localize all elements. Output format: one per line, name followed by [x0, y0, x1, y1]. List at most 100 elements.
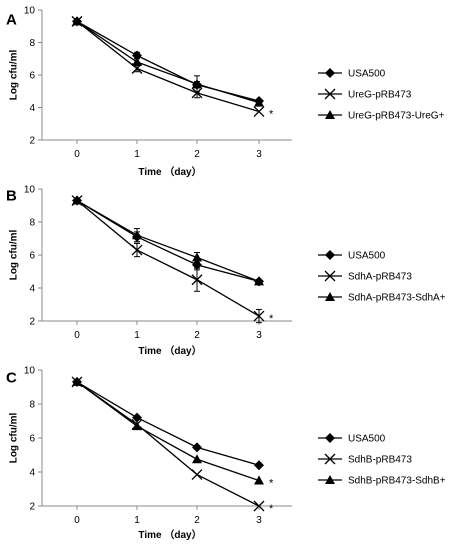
legend-marker-diamond: [325, 68, 335, 78]
y-tick-label: 8: [29, 400, 35, 411]
legend-marker-diamond: [325, 433, 335, 443]
legend-entry: SdhA-pRB473-SdhA+: [348, 293, 446, 304]
y-tick-label: 10: [24, 185, 36, 196]
x-tick-label: 1: [134, 149, 140, 160]
data-point-x: [253, 310, 265, 322]
panel-label: A: [6, 11, 17, 28]
series-line: [76, 381, 260, 507]
data-point-triangle: [192, 78, 202, 88]
series-line: [76, 200, 260, 317]
x-tick-label: 0: [74, 330, 80, 341]
data-point-triangle: [254, 276, 264, 286]
data-point-triangle: [192, 252, 202, 262]
legend-entry: USA500: [348, 434, 386, 445]
series-line: [76, 381, 260, 482]
x-axis-label: Time （day）: [138, 528, 201, 541]
series-triangle: [72, 376, 264, 485]
y-tick-label: 8: [29, 218, 35, 229]
y-tick-label: 2: [29, 136, 35, 147]
y-tick-label: 8: [29, 38, 35, 49]
y-axis-label: Log cfu/ml: [8, 230, 19, 281]
series-x: [71, 376, 265, 512]
x-tick-label: 1: [134, 515, 140, 526]
significance-asterisk: *: [269, 313, 274, 325]
panel-label: B: [6, 187, 17, 204]
series-line: [76, 20, 260, 102]
legend-entry: USA500: [348, 251, 386, 262]
data-point-diamond: [192, 442, 202, 453]
x-tick-label: 2: [194, 515, 200, 526]
x-tick-label: 0: [74, 149, 80, 160]
data-point-x: [131, 244, 143, 256]
data-point-triangle: [132, 230, 142, 240]
series-triangle: [72, 195, 264, 286]
x-tick-label: 3: [256, 149, 262, 160]
legend-marker-triangle: [325, 292, 335, 301]
series-x: [71, 15, 265, 118]
legend-marker-x: [324, 453, 336, 465]
series-line: [76, 199, 260, 283]
data-point-x: [253, 500, 265, 512]
data-point-x: [191, 274, 203, 286]
x-tick-label: 2: [194, 330, 200, 341]
chart-panel-a: A Log cfu/ml 2 4 6 8 10 0 1 2 3 Time （day） USA500 Ure…: [6, 6, 445, 179]
y-axis-label: Log cfu/ml: [8, 50, 19, 101]
data-point-x: [191, 469, 203, 481]
data-point-triangle: [254, 97, 264, 107]
x-tick-label: 0: [74, 515, 80, 526]
legend-marker-triangle: [325, 110, 335, 119]
data-point-triangle: [72, 16, 82, 26]
series-line: [76, 20, 260, 104]
data-point-diamond: [132, 50, 142, 61]
series-triangle: [72, 16, 264, 107]
series-line: [76, 20, 260, 113]
y-tick-label: 6: [29, 251, 35, 262]
y-tick-label: 4: [29, 284, 35, 295]
y-tick-label: 10: [24, 366, 36, 377]
y-tick-label: 6: [29, 71, 35, 82]
y-tick-label: 10: [24, 6, 36, 17]
chart-panel-b: B Log cfu/ml 2 4 6 8 10 0 1 2 3 Time （day） USA500 Sdh…: [6, 185, 446, 358]
x-axis-label: Time （day）: [138, 165, 201, 178]
y-tick-label: 6: [29, 434, 35, 445]
data-point-x: [191, 87, 203, 99]
series-line: [76, 199, 260, 283]
data-point-triangle: [254, 475, 264, 485]
x-axis-label: Time （day）: [138, 344, 201, 357]
y-tick-label: 2: [29, 502, 35, 513]
legend-entry: UreG-pRB473-UreG+: [348, 111, 445, 122]
data-point-triangle: [132, 57, 142, 66]
legend-entry: UreG-pRB473: [348, 90, 412, 101]
data-point-triangle: [72, 195, 82, 205]
series-line: [76, 381, 260, 466]
x-tick-label: 3: [256, 330, 262, 341]
panel-label: C: [6, 369, 17, 386]
y-tick-label: 4: [29, 468, 35, 479]
series-diamond: [72, 16, 264, 106]
legend-entry: SdhA-pRB473: [348, 272, 412, 283]
legend-entry: SdhB-pRB473: [348, 455, 412, 466]
legend-marker-triangle: [325, 475, 335, 484]
legend-marker-diamond: [325, 250, 335, 260]
legend-marker-x: [324, 88, 336, 100]
significance-asterisk: *: [269, 503, 274, 515]
data-point-triangle: [72, 376, 82, 386]
data-point-diamond: [254, 460, 264, 471]
significance-asterisk: *: [269, 109, 274, 121]
x-tick-label: 3: [256, 515, 262, 526]
data-point-x: [253, 106, 265, 118]
data-point-diamond: [132, 412, 142, 423]
significance-asterisk: *: [269, 478, 274, 490]
y-tick-label: 2: [29, 317, 35, 328]
series-diamond: [72, 376, 264, 471]
legend-entry: USA500: [348, 69, 386, 80]
legend-entry: SdhB-pRB473-SdhB+: [348, 476, 446, 487]
data-point-triangle: [132, 421, 142, 431]
y-axis-label: Log cfu/ml: [8, 413, 19, 464]
chart-panel-c: C Log cfu/ml 2 4 6 8 10 0 1 2 3 Time （day） USA500 Sdh…: [6, 366, 446, 542]
y-tick-label: 4: [29, 103, 35, 114]
data-point-triangle: [192, 454, 202, 464]
x-tick-label: 1: [134, 330, 140, 341]
x-tick-label: 2: [194, 149, 200, 160]
